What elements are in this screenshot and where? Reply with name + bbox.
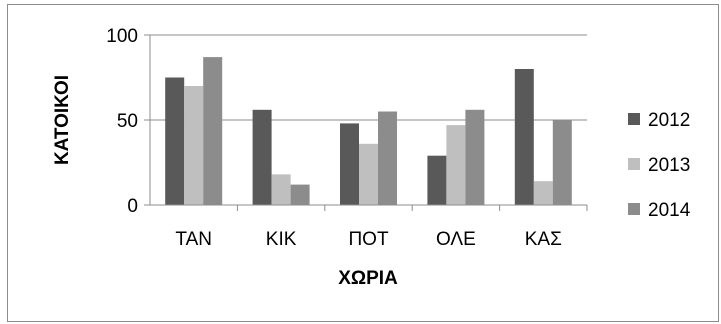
bar-2013-ΟΛΕ [446,125,466,205]
x-tick-label: ΤΑΝ [175,229,212,250]
legend-label-2014: 2014 [648,200,691,221]
legend-label-2013: 2013 [648,155,690,176]
gridlines [150,34,587,121]
y-tick-label: 0 [127,196,138,217]
bar-2012-ΤΑΝ [165,77,185,205]
x-tick-label: ΟΛΕ [436,229,476,250]
legend-swatch-2014 [628,203,640,215]
bar-2014-ΤΑΝ [203,57,223,205]
x-tick-labels: ΤΑΝ ΚΙΚ ΠΟΤ ΟΛΕ ΚΑΣ [175,229,561,250]
bar-2014-ΚΑΣ [552,120,572,205]
bar-2014-ΚΙΚ [290,184,310,205]
legend-label-2012: 2012 [648,110,690,131]
bar-2013-ΠΟΤ [359,143,378,205]
y-axis-title: ΚΑΤΟΙΚΟΙ [52,75,73,165]
legend-swatch-2013 [628,158,640,170]
bar-2012-ΚΙΚ [252,109,272,205]
y-tick-label: 50 [117,111,138,132]
bar-2012-ΠΟΤ [340,123,359,205]
bar-2013-ΤΑΝ [184,86,204,205]
x-tick-label: ΚΑΣ [525,229,562,250]
bar-2013-ΚΙΚ [271,174,291,205]
bar-2012-ΟΛΕ [427,155,447,205]
x-tick-label: ΚΙΚ [266,229,297,250]
x-tick-label: ΠΟΤ [348,229,389,250]
y-tick-label: 100 [106,26,138,47]
bar-2013-ΚΑΣ [533,181,553,205]
bar-2014-ΠΟΤ [378,111,397,205]
y-tick-labels: 0 50 100 [106,26,138,217]
legend: 2012 2013 2014 [628,110,691,221]
x-axis-title: ΧΩΡΙΑ [338,268,398,289]
bar-2014-ΟΛΕ [465,109,485,205]
bar-2012-ΚΑΣ [514,69,534,205]
bars [165,57,572,205]
axes [144,34,588,211]
legend-swatch-2012 [628,113,640,125]
